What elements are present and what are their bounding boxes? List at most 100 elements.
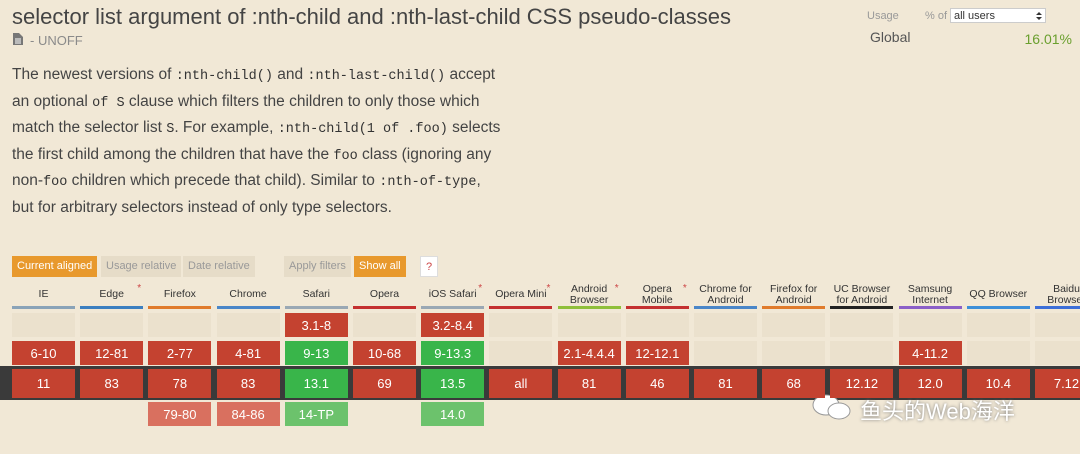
filter-button[interactable]: Apply filters <box>284 256 351 277</box>
watermark: 鱼头的Web海洋 <box>860 399 1015 424</box>
doc-icon <box>13 33 23 45</box>
browser-name: Firefox <box>163 288 196 300</box>
browser-header: Android Browser * <box>557 282 621 309</box>
code-text: :nth-child() <box>175 69 273 84</box>
usage-scope: all users <box>954 10 995 22</box>
empty-cell <box>762 341 826 365</box>
browser-name: iOS Safari <box>428 288 477 300</box>
support-cell: 6-10 <box>12 341 75 365</box>
text: , but for arbitrary selectors instead of… <box>12 172 481 216</box>
browser-header: Baidu Browser <box>1035 283 1080 309</box>
browser-header: Chrome <box>216 283 280 309</box>
support-cell: 78 <box>148 369 212 398</box>
browser-name: UC Browser for Android <box>833 282 891 306</box>
browser-header: Firefox <box>148 283 212 309</box>
support-cell: 12-12.1 <box>625 341 689 365</box>
browser-note: * <box>614 283 619 294</box>
browser-name: QQ Browser <box>969 288 1028 300</box>
empty-cell <box>216 313 280 337</box>
empty-cell <box>625 313 689 337</box>
empty-cell <box>762 313 826 337</box>
support-cell: 79-80 <box>148 402 212 426</box>
browser-header: Edge * <box>80 283 144 309</box>
filter-button[interactable]: Current aligned <box>12 256 98 277</box>
filter-button[interactable]: Usage relative <box>101 256 182 277</box>
wechat-icon <box>812 394 851 420</box>
browser-name: Safari <box>302 288 331 300</box>
browser-header: Samsung Internet <box>898 282 962 309</box>
browser-name: Baidu Browser <box>1047 282 1080 306</box>
usage-percent: 16.01% <box>1024 31 1072 47</box>
browser-header: Opera <box>353 283 416 309</box>
support-cell: 10-68 <box>353 341 416 365</box>
help-button[interactable]: ? <box>420 256 438 277</box>
browser-header: Firefox for Android <box>762 283 826 309</box>
browser-name: Chrome for Android <box>699 282 752 306</box>
support-cell: 12.0 <box>898 369 962 398</box>
code-text: :nth-child(1 of .foo) <box>277 122 448 138</box>
spec-status: - UNOFF <box>30 33 83 48</box>
empty-cell <box>80 313 144 337</box>
support-cell: all <box>489 369 553 398</box>
feature-title: selector list argument of :nth-child and… <box>12 4 732 29</box>
browser-name: Samsung Internet <box>907 282 953 306</box>
browser-header: IE <box>12 283 75 309</box>
support-cell: 69 <box>353 369 416 398</box>
browser-header: iOS Safari * <box>421 283 485 309</box>
support-cell: 11 <box>12 369 75 398</box>
filter-button[interactable]: Date relative <box>183 256 255 277</box>
support-cell: 14.0 <box>421 402 485 426</box>
usage-of-label: % of <box>925 10 948 22</box>
text: . For example, <box>174 119 278 137</box>
usage-label: Usage <box>867 10 899 22</box>
filter-button[interactable]: Show all <box>354 256 406 277</box>
browser-header: Chrome for Android <box>694 283 757 309</box>
support-cell: 12.12 <box>830 369 894 398</box>
support-cell: 12-81 <box>80 341 144 365</box>
text: children which precede that child). Simi… <box>67 172 380 190</box>
code-text: foo <box>333 148 358 164</box>
empty-cell <box>489 313 553 337</box>
text: selects the first child among the childr… <box>12 119 501 163</box>
empty-cell <box>12 313 75 337</box>
code-text: of S <box>92 95 125 111</box>
support-cell: 3.2-8.4 <box>421 313 485 337</box>
support-cell: 3.1-8 <box>284 313 348 337</box>
support-cell: 4-11.2 <box>898 341 962 365</box>
browser-name: Android Browser <box>569 282 609 306</box>
usage-scope-select[interactable]: all users <box>950 8 1046 23</box>
empty-cell <box>966 313 1030 337</box>
browser-name: IE <box>38 288 49 300</box>
support-cell: 14-TP <box>284 402 348 426</box>
support-cell: 46 <box>625 369 689 398</box>
empty-cell <box>694 313 757 337</box>
description: The newest versions of :nth-child() and … <box>12 63 502 221</box>
support-cell: 9-13 <box>284 341 348 365</box>
support-cell: 2.1-4.4.4 <box>557 341 621 365</box>
support-cell: 13.1 <box>284 369 348 398</box>
support-cell: 7.12 <box>1035 369 1080 398</box>
browser-name: Opera Mini <box>495 288 547 300</box>
empty-cell <box>353 313 416 337</box>
empty-cell <box>489 341 553 365</box>
usage-region: Global <box>870 29 911 45</box>
browser-name: Chrome <box>229 288 267 300</box>
browser-header: Safari <box>284 283 348 309</box>
text: class (ignoring any non- <box>12 145 492 190</box>
support-cell: 10.4 <box>966 369 1030 398</box>
text: The newest versions of <box>12 66 176 83</box>
text: clause which filters the children to onl… <box>12 92 480 137</box>
support-cell: 4-81 <box>216 341 280 365</box>
text: and <box>272 66 308 83</box>
empty-cell <box>557 313 621 337</box>
support-cell: 84-86 <box>216 402 280 426</box>
browser-header: QQ Browser <box>966 283 1030 309</box>
support-cell: 2-77 <box>148 341 212 365</box>
browser-header: Opera Mini * <box>489 283 553 309</box>
support-cell: 9-13.3 <box>421 341 485 365</box>
support-cell: 68 <box>762 369 826 398</box>
browser-header: Opera Mobile * <box>625 283 689 309</box>
code-text: foo <box>43 175 68 191</box>
empty-cell <box>966 341 1030 365</box>
